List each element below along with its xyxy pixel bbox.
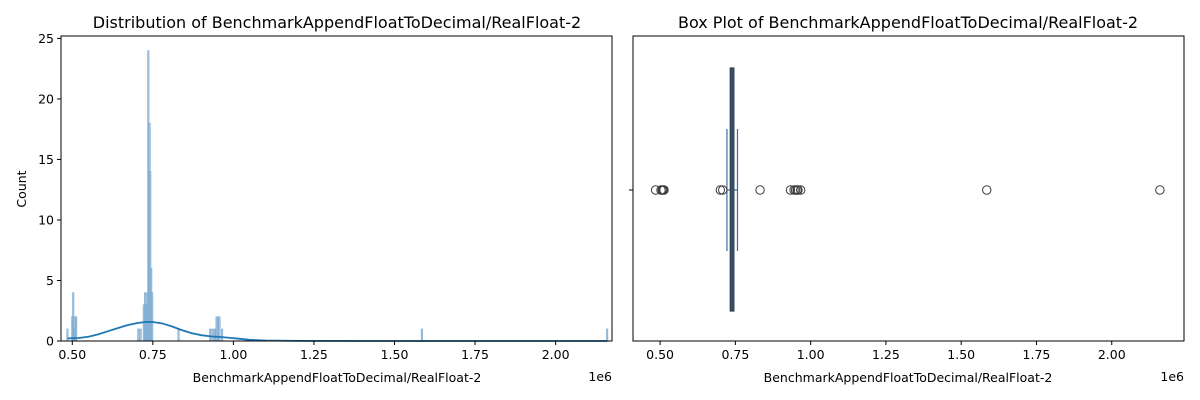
outlier-point-8 bbox=[785, 185, 796, 195]
outlier-point-13 bbox=[796, 185, 806, 195]
boxplot-axes-frame bbox=[632, 35, 1185, 342]
histogram-y-tick-label-3: 15 bbox=[38, 152, 54, 167]
boxplot-x-tick-label-2: 1.00 bbox=[797, 347, 825, 362]
histogram-x-tick-label-0: 0.50 bbox=[58, 347, 86, 362]
boxplot-x-tick-label-6: 2.00 bbox=[1098, 347, 1126, 362]
boxplot-x-ticks: 0.50 0.75 1.00 1.25 1.50 1.75 2.00 bbox=[646, 341, 1126, 362]
histogram-x-tick-label-3: 1.25 bbox=[300, 347, 328, 362]
histogram-bar-17 bbox=[177, 328, 180, 342]
histogram-bar-18 bbox=[209, 328, 212, 342]
histogram-bar-16 bbox=[151, 292, 154, 342]
histogram-y-tick-label-5: 25 bbox=[38, 31, 54, 46]
histogram-bar-7 bbox=[139, 328, 142, 342]
outlier-point-4 bbox=[659, 185, 669, 195]
boxplot-outliers bbox=[650, 185, 1165, 195]
histogram-bar-25 bbox=[420, 328, 423, 342]
boxplot-x-tick-label-4: 1.50 bbox=[947, 347, 975, 362]
histogram-bar-26 bbox=[606, 328, 609, 342]
histogram-x-label: BenchmarkAppendFloatToDecimal/RealFloat-… bbox=[193, 370, 482, 385]
histogram-x-tick-label-1: 0.75 bbox=[139, 347, 167, 362]
boxplot-x-offset-label: 1e6 bbox=[1160, 369, 1184, 384]
histogram-bar-19 bbox=[211, 328, 214, 342]
outlier-point-5 bbox=[715, 185, 726, 195]
outlier-point-7 bbox=[755, 185, 765, 195]
boxplot-box bbox=[726, 67, 739, 312]
histogram-bar-24 bbox=[221, 328, 224, 342]
boxplot-x-tick-label-1: 0.75 bbox=[721, 347, 749, 362]
histogram-x-tick-label-6: 2.00 bbox=[542, 347, 570, 362]
histogram-bar-6 bbox=[137, 328, 140, 342]
outlier-point-15 bbox=[1155, 185, 1165, 195]
histogram-y-ticks: 0 5 10 15 20 25 bbox=[38, 31, 61, 349]
boxplot-panel: Box Plot of BenchmarkAppendFloatToDecima… bbox=[629, 13, 1185, 385]
boxplot-x-tick-label-3: 1.25 bbox=[872, 347, 900, 362]
boxplot-x-tick-label-5: 1.75 bbox=[1023, 347, 1051, 362]
histogram-bar-20 bbox=[213, 328, 216, 342]
histogram-x-tick-label-5: 1.75 bbox=[461, 347, 489, 362]
histogram-y-tick-label-0: 0 bbox=[46, 334, 54, 349]
boxplot-x-tick-label-0: 0.50 bbox=[646, 347, 674, 362]
outlier-point-6 bbox=[718, 185, 728, 195]
histogram-x-tick-label-2: 1.00 bbox=[219, 347, 247, 362]
histogram-x-ticks: 0.50 0.75 1.00 1.25 1.50 1.75 2.00 bbox=[58, 341, 570, 362]
boxplot-x-label: BenchmarkAppendFloatToDecimal/RealFloat-… bbox=[764, 370, 1053, 385]
histogram-bars bbox=[66, 50, 609, 342]
histogram-y-label: Count bbox=[14, 170, 29, 207]
histogram-x-tick-label-4: 1.50 bbox=[381, 347, 409, 362]
histogram-title: Distribution of BenchmarkAppendFloatToDe… bbox=[93, 13, 581, 32]
histogram-x-offset-label: 1e6 bbox=[588, 369, 612, 384]
histogram-panel: Distribution of BenchmarkAppendFloatToDe… bbox=[14, 13, 613, 385]
outlier-point-12 bbox=[793, 185, 803, 195]
histogram-y-tick-label-4: 20 bbox=[38, 91, 54, 106]
histogram-axes-frame bbox=[60, 35, 613, 342]
histogram-y-tick-label-1: 5 bbox=[46, 273, 54, 288]
histogram-y-tick-label-2: 10 bbox=[38, 212, 54, 227]
boxplot-title: Box Plot of BenchmarkAppendFloatToDecima… bbox=[678, 13, 1138, 32]
outlier-point-14 bbox=[982, 185, 992, 195]
